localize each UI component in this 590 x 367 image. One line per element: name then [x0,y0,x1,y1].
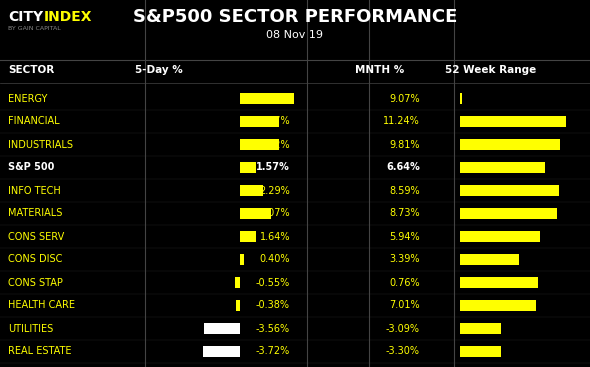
Bar [460,185,559,196]
Text: MNTH %: MNTH % [355,65,404,75]
Text: 8.59%: 8.59% [389,185,420,196]
Text: 9.07%: 9.07% [389,94,420,103]
Text: -0.55%: -0.55% [255,277,290,287]
Bar [203,345,240,357]
Text: 6.64%: 6.64% [386,163,420,172]
Bar [236,299,240,312]
Bar [460,207,557,219]
Text: INDUSTRIALS: INDUSTRIALS [8,139,73,149]
Bar [460,254,519,265]
Text: 8.73%: 8.73% [389,208,420,218]
Text: REAL ESTATE: REAL ESTATE [8,346,71,356]
Bar [240,92,294,105]
Text: CONS SERV: CONS SERV [8,232,64,241]
Text: 5.94%: 5.94% [389,232,420,241]
Text: 3.39%: 3.39% [389,254,420,265]
Text: 11.24%: 11.24% [384,116,420,127]
Text: FINANCIAL: FINANCIAL [8,116,60,127]
Text: INFO TECH: INFO TECH [8,185,61,196]
Bar [460,299,536,312]
Text: -3.72%: -3.72% [255,346,290,356]
Text: 1.64%: 1.64% [260,232,290,241]
Bar [460,138,560,150]
Text: 5.42%: 5.42% [259,94,290,103]
Bar [460,161,545,174]
Text: S&P 500: S&P 500 [8,163,54,172]
Text: 9.81%: 9.81% [389,139,420,149]
Text: 3.87%: 3.87% [260,116,290,127]
Text: 08 Nov 19: 08 Nov 19 [267,30,323,40]
Text: 7.01%: 7.01% [389,301,420,310]
Bar [460,276,538,288]
Bar [240,254,244,265]
Text: 3.92%: 3.92% [260,139,290,149]
Bar [240,207,271,219]
Text: 3.07%: 3.07% [260,208,290,218]
Text: CONS STAP: CONS STAP [8,277,63,287]
Text: BY GAIN CAPITAL: BY GAIN CAPITAL [8,26,61,31]
Text: 5-Day %: 5-Day % [135,65,183,75]
Text: -0.38%: -0.38% [256,301,290,310]
Bar [240,138,279,150]
Text: UTILITIES: UTILITIES [8,323,53,334]
Text: INDEX: INDEX [44,10,93,24]
Text: -3.30%: -3.30% [386,346,420,356]
Bar [460,230,540,243]
Text: HEALTH CARE: HEALTH CARE [8,301,75,310]
Text: ENERGY: ENERGY [8,94,47,103]
Text: 0.40%: 0.40% [260,254,290,265]
Text: CONS DISC: CONS DISC [8,254,63,265]
Text: 0.76%: 0.76% [389,277,420,287]
Bar [460,92,463,105]
Text: MATERIALS: MATERIALS [8,208,63,218]
Text: 52 Week Range: 52 Week Range [445,65,536,75]
Bar [234,276,240,288]
Text: -3.56%: -3.56% [256,323,290,334]
Bar [240,230,257,243]
Text: 2.29%: 2.29% [259,185,290,196]
Bar [460,116,566,127]
Bar [240,185,263,196]
Text: S&P500 SECTOR PERFORMANCE: S&P500 SECTOR PERFORMANCE [133,8,457,26]
Text: SECTOR: SECTOR [8,65,54,75]
Bar [460,323,501,334]
Bar [240,161,255,174]
Bar [240,116,278,127]
Bar [460,345,501,357]
Text: -3.09%: -3.09% [386,323,420,334]
Bar [204,323,240,334]
Text: CITY: CITY [8,10,43,24]
Text: 1.57%: 1.57% [256,163,290,172]
